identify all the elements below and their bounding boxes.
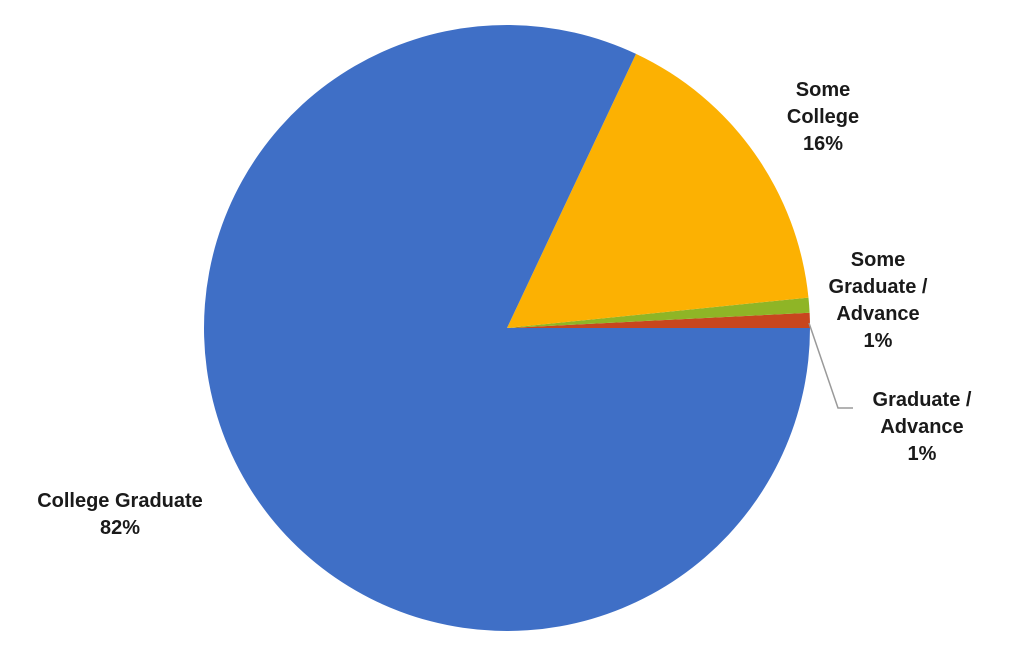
slice-graduate-advance <box>507 312 810 328</box>
slice-label-line: College Graduate <box>37 490 203 512</box>
slice-label-line: Advance <box>836 303 920 325</box>
slice-percent: 1% <box>863 330 893 352</box>
slice-percent: 16% <box>802 133 844 155</box>
slice-label-line: Advance <box>880 416 964 438</box>
pie-slices <box>204 25 810 632</box>
leader-line-graduate-advance <box>808 322 853 409</box>
slice-label-some-college: Some College 16% <box>763 77 883 158</box>
slice-label-line: Graduate / <box>828 276 928 298</box>
slice-label-college-graduate: College Graduate 82% <box>14 488 226 542</box>
slice-some-graduate-advance <box>507 297 810 328</box>
slice-label-line: Some <box>850 249 906 271</box>
slice-percent: 1% <box>907 443 937 465</box>
slice-label-line: College <box>786 106 860 128</box>
slice-label-graduate-advance: Graduate / Advance 1% <box>852 387 992 468</box>
slice-percent: 82% <box>99 517 141 539</box>
slice-some-college <box>507 53 809 329</box>
slice-label-some-graduate-advance: Some Graduate / Advance 1% <box>808 247 948 355</box>
slice-label-line: Some <box>795 79 851 101</box>
slice-label-line: Graduate / <box>872 389 972 411</box>
slice-college-graduate <box>204 25 810 632</box>
